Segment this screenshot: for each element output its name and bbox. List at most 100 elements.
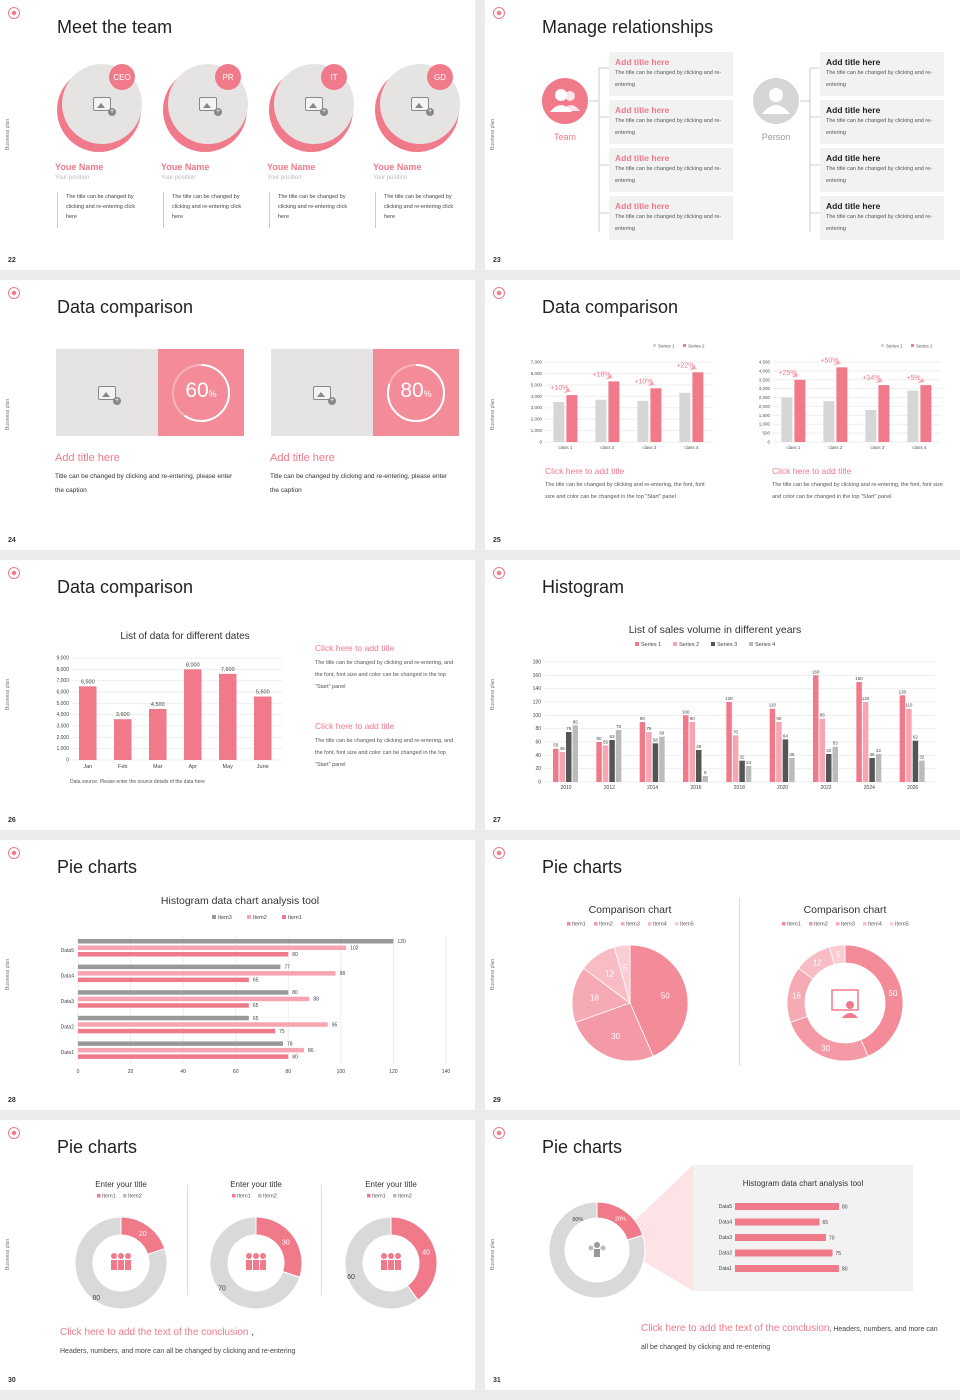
data-label: 80 xyxy=(292,1054,298,1060)
legend-label: Item4 xyxy=(868,922,882,928)
slice xyxy=(209,1216,301,1310)
slide-number: 23 xyxy=(493,257,501,264)
legend-swatch xyxy=(673,642,677,646)
y-tick-label: 80 xyxy=(535,726,541,732)
y-tick-label: Data1 xyxy=(61,1050,75,1056)
legend-label: Series 4 xyxy=(755,642,775,648)
slice xyxy=(629,944,689,1057)
y-tick-label: 4,000 xyxy=(759,368,771,373)
y-tick-label: Data3 xyxy=(719,1235,733,1241)
relationship-box-person[interactable]: Add title here The title can be changed b… xyxy=(820,148,944,192)
relationship-box-team[interactable]: Add title here The title can be changed b… xyxy=(609,196,733,240)
y-tick-label: 9,000 xyxy=(56,656,69,662)
bar xyxy=(78,1015,249,1021)
bar xyxy=(696,750,702,782)
conclusion-tail: , Headers, numbers, and more can all be … xyxy=(641,1326,938,1351)
role-badge: IT xyxy=(321,64,347,90)
bar xyxy=(566,395,578,442)
data-label: 120 xyxy=(725,696,733,701)
person-body-icon xyxy=(842,1013,858,1018)
slice xyxy=(548,1201,646,1299)
slide-27[interactable]: Business plan Histogram 27 List of sales… xyxy=(485,560,960,830)
side-label: Business plan xyxy=(5,678,11,710)
bar xyxy=(906,708,912,782)
bar xyxy=(735,1265,839,1272)
legend-swatch xyxy=(648,922,652,926)
image-placeholder[interactable] xyxy=(56,349,158,436)
y-tick-label: 1,000 xyxy=(759,422,771,427)
data-label: 36 xyxy=(789,752,795,757)
y-tick-label: 0 xyxy=(767,440,770,445)
conclusion: Click here to add the text of the conclu… xyxy=(641,1320,941,1357)
slide-30[interactable]: Business plan Pie charts 30 Enter your t… xyxy=(0,1120,475,1390)
x-tick-label: Jan xyxy=(83,764,92,770)
bar xyxy=(702,776,708,782)
slide-24[interactable]: Business plan Data comparison 24 60% Add … xyxy=(0,280,475,550)
legend-label: Item2 xyxy=(128,1194,142,1200)
slide-26[interactable]: Business plan Data comparison 26 List of… xyxy=(0,560,475,830)
x-tick-label: 60 xyxy=(233,1069,239,1075)
conclusion-text[interactable]: Click here to add the text of the conclu… xyxy=(641,1323,830,1334)
bar xyxy=(609,740,615,782)
relationship-box-person[interactable]: Add title here The title can be changed b… xyxy=(820,100,944,144)
bar xyxy=(899,695,906,782)
caption-desc-2: The title can be changed by clicking and… xyxy=(315,738,454,768)
donut-title: Enter your title xyxy=(230,1180,282,1189)
relationship-box-team[interactable]: Add title here The title can be changed b… xyxy=(609,52,733,96)
growth-label: +25% xyxy=(778,370,796,377)
relationship-box-team[interactable]: Add title here The title can be changed b… xyxy=(609,148,733,192)
arrow-icon xyxy=(791,372,801,378)
slide-23[interactable]: Business plan Manage relationships 23 Te… xyxy=(485,0,960,270)
data-label: 5,600 xyxy=(256,690,270,696)
chart-title-left: Comparison chart xyxy=(588,904,672,916)
horizontal-bar-chart: Item3 Item2 Item1 0 20 40 60 80 100 120 140 Data1 78… xyxy=(61,915,450,1075)
relationship-box-person[interactable]: Add title here The title can be changed b… xyxy=(820,52,944,96)
arrow-icon xyxy=(917,378,927,384)
legend-swatch xyxy=(232,1194,236,1198)
y-tick-label: 1,000 xyxy=(56,746,69,752)
bar xyxy=(78,1028,276,1034)
y-tick-label: 4,500 xyxy=(759,360,771,365)
legend-label: Series 1 xyxy=(886,344,903,349)
y-tick-label: 100 xyxy=(533,713,542,719)
image-placeholder[interactable] xyxy=(271,349,373,436)
conclusion-text[interactable]: Click here to add the text of the conclu… xyxy=(60,1327,249,1338)
image-icon xyxy=(93,97,116,116)
slide-31[interactable]: Business plan Pie charts 31 20% 80% Data5 8… xyxy=(485,1120,960,1390)
legend-swatch xyxy=(247,915,251,919)
legend: Series 1 Series 2 xyxy=(881,344,933,349)
slide-22[interactable]: Business plan Meet the team 22 CEO Youe N… xyxy=(0,0,475,270)
growth-label: +5% xyxy=(906,375,920,382)
x-tick-label: 0 xyxy=(77,1069,80,1075)
bar xyxy=(79,686,97,760)
slide-25[interactable]: Business plan Data comparison 25 Series … xyxy=(485,280,960,550)
slide-29[interactable]: Business plan Pie charts 29 Comparison c… xyxy=(485,840,960,1110)
slide-title: Meet the team xyxy=(57,17,173,37)
x-tick-label: 120 xyxy=(389,1069,398,1075)
slice xyxy=(789,1015,869,1062)
legend-label: Item1 xyxy=(102,1194,116,1200)
x-tick-label: 2018 xyxy=(734,785,745,791)
presentation-icon xyxy=(831,989,859,1011)
bar xyxy=(907,390,919,442)
panel-title: Histogram data chart analysis tool xyxy=(742,1179,864,1188)
histogram-chart: Series 1 Series 2 Series 3 Series 4 0 20 40 60 8… xyxy=(533,642,935,791)
bar xyxy=(149,709,167,760)
y-tick-label: 2,000 xyxy=(531,417,543,422)
data-label: 80 xyxy=(292,990,298,996)
legend-swatch xyxy=(711,642,715,646)
data-label: 75 xyxy=(566,726,572,731)
slide-title: Histogram xyxy=(542,577,625,597)
bar xyxy=(794,379,806,442)
logo-icon xyxy=(8,1127,20,1139)
progress-arc xyxy=(387,364,445,422)
slide-28[interactable]: Business plan Pie charts 28 Histogram da… xyxy=(0,840,475,1110)
relationship-box-team[interactable]: Add title here The title can be changed b… xyxy=(609,100,733,144)
data-label: 32 xyxy=(919,755,925,760)
relationship-box-person[interactable]: Add title here The title can be changed b… xyxy=(820,196,944,240)
data-label: 90 xyxy=(776,716,782,721)
legend-label: Item3 xyxy=(218,915,232,921)
bar xyxy=(769,708,776,782)
legend-swatch xyxy=(863,922,867,926)
x-tick-label: class 3 xyxy=(642,445,657,450)
